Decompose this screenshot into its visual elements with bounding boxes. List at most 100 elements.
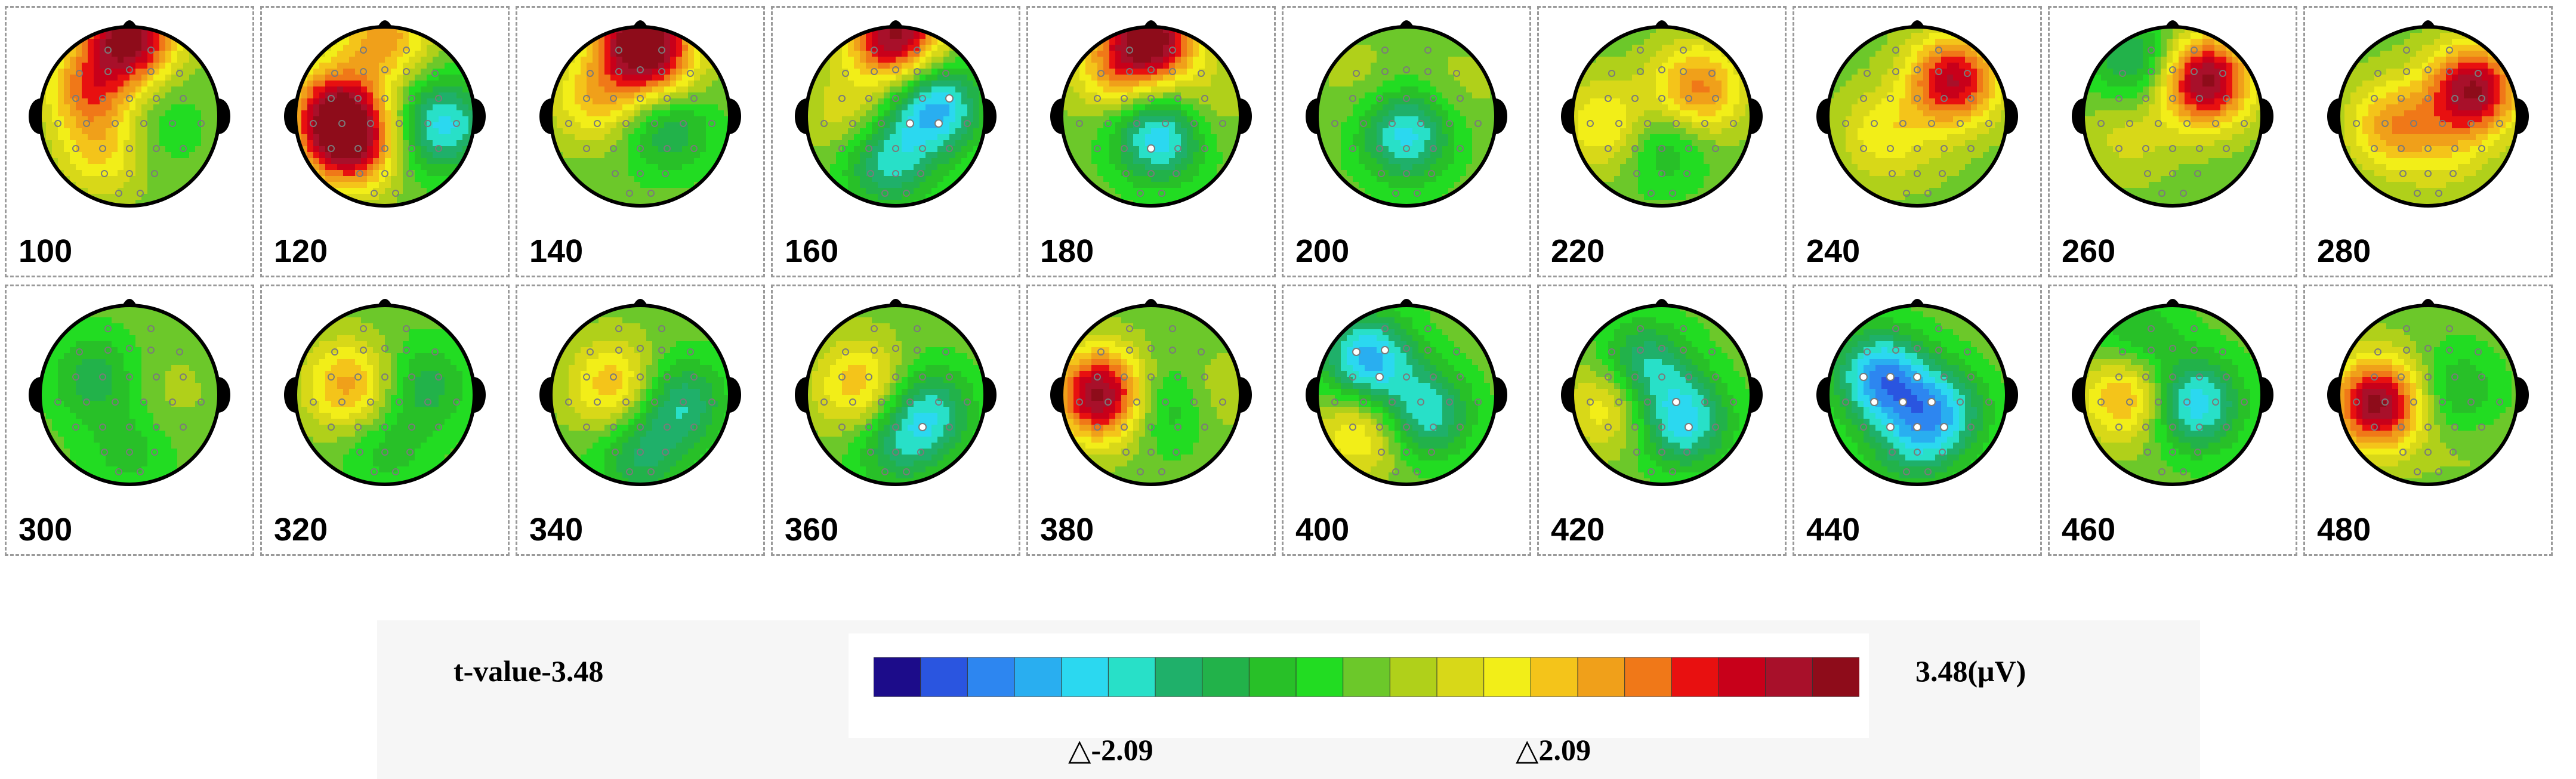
electrode bbox=[1428, 170, 1435, 177]
electrode bbox=[2403, 68, 2410, 75]
electrode bbox=[99, 95, 106, 102]
electrode bbox=[1349, 373, 1356, 381]
electrode bbox=[1403, 170, 1410, 177]
electrode bbox=[867, 170, 874, 177]
electrode bbox=[112, 398, 119, 406]
right-ear-icon bbox=[984, 98, 997, 134]
electrode bbox=[1331, 120, 1338, 127]
electrode bbox=[338, 120, 345, 127]
electrode bbox=[1685, 373, 1692, 381]
left-ear-icon bbox=[1816, 377, 1829, 413]
time-label: 360 bbox=[785, 512, 839, 548]
electrode bbox=[1169, 47, 1176, 54]
head-outline bbox=[294, 25, 476, 208]
electrode bbox=[381, 95, 388, 102]
electrode bbox=[2191, 47, 2198, 54]
head-outline bbox=[804, 25, 987, 208]
electrode bbox=[1173, 170, 1180, 177]
electrode bbox=[708, 120, 715, 127]
electrode bbox=[865, 95, 872, 102]
electrode bbox=[1887, 95, 1894, 102]
electrode bbox=[126, 66, 133, 73]
electrode bbox=[1860, 423, 1867, 431]
electrode bbox=[1147, 423, 1155, 431]
head-topomap bbox=[2072, 20, 2273, 208]
electrode bbox=[1701, 398, 1708, 406]
electrode bbox=[1914, 345, 1921, 352]
electrode bbox=[2196, 423, 2203, 431]
electrode bbox=[2410, 120, 2417, 127]
electrode bbox=[2126, 120, 2133, 127]
electrode bbox=[1637, 47, 1644, 54]
electrode bbox=[1903, 190, 1910, 197]
left-ear-icon bbox=[795, 98, 807, 134]
electrode bbox=[1378, 170, 1385, 177]
electrode bbox=[892, 145, 899, 152]
electrode bbox=[338, 398, 345, 406]
electrode bbox=[381, 345, 388, 352]
colorbar-swatch bbox=[1436, 657, 1485, 697]
electrode bbox=[664, 95, 671, 102]
electrode bbox=[612, 170, 619, 177]
electrode bbox=[1376, 145, 1383, 152]
head-topomap bbox=[2327, 20, 2529, 208]
time-label: 300 bbox=[18, 512, 73, 548]
head-topomap bbox=[29, 20, 230, 208]
electrode bbox=[820, 120, 828, 127]
right-ear-icon bbox=[1495, 377, 1507, 413]
electrode bbox=[637, 449, 644, 456]
electrode bbox=[2424, 449, 2432, 456]
electrode bbox=[565, 398, 572, 406]
electrode bbox=[1940, 423, 1948, 431]
electrode bbox=[180, 95, 187, 102]
electrode bbox=[615, 347, 622, 354]
electrode bbox=[945, 94, 954, 103]
electrode bbox=[1864, 70, 1871, 77]
time-label: 180 bbox=[1040, 233, 1094, 269]
electrode bbox=[2196, 373, 2203, 381]
electrode bbox=[198, 398, 205, 406]
electrode bbox=[2148, 68, 2155, 75]
electrode bbox=[946, 423, 953, 431]
electrode bbox=[1964, 348, 1971, 356]
head-outline bbox=[38, 304, 221, 486]
topomap-280: 280 bbox=[2303, 6, 2553, 277]
electrode bbox=[1914, 449, 1921, 456]
electrode bbox=[2435, 190, 2442, 197]
electrode bbox=[147, 347, 155, 354]
electrode bbox=[2115, 95, 2122, 102]
electrode bbox=[1957, 120, 1964, 127]
electrode bbox=[2148, 47, 2155, 54]
electrode bbox=[838, 373, 846, 381]
electrode bbox=[1892, 47, 1899, 54]
electrode bbox=[1605, 145, 1612, 152]
electrode bbox=[1198, 348, 1205, 356]
electrode bbox=[1605, 423, 1612, 431]
electrode bbox=[126, 449, 133, 456]
electrode bbox=[1174, 145, 1181, 152]
electrode bbox=[651, 120, 658, 127]
electrode bbox=[406, 170, 414, 177]
electrode bbox=[1615, 398, 1622, 406]
electrode bbox=[2115, 145, 2122, 152]
electrode bbox=[587, 348, 594, 356]
electrode bbox=[637, 373, 644, 381]
electrode bbox=[1424, 347, 1432, 354]
electrode bbox=[354, 373, 362, 381]
colorbar-swatch bbox=[1248, 657, 1297, 697]
electrode bbox=[615, 47, 622, 54]
left-ear-icon bbox=[284, 377, 297, 413]
electrode bbox=[101, 170, 108, 177]
time-label: 480 bbox=[2317, 512, 2371, 548]
electrode bbox=[2191, 68, 2198, 75]
electrode bbox=[2196, 95, 2203, 102]
electrode bbox=[153, 145, 160, 152]
electrode bbox=[1644, 120, 1651, 127]
electrode bbox=[1219, 398, 1226, 406]
electrode bbox=[2223, 373, 2230, 381]
topomap-100: 100 bbox=[5, 6, 254, 277]
left-ear-icon bbox=[1306, 98, 1318, 134]
electrode bbox=[1417, 120, 1424, 127]
electrode bbox=[1648, 468, 1655, 475]
electrode bbox=[594, 398, 601, 406]
